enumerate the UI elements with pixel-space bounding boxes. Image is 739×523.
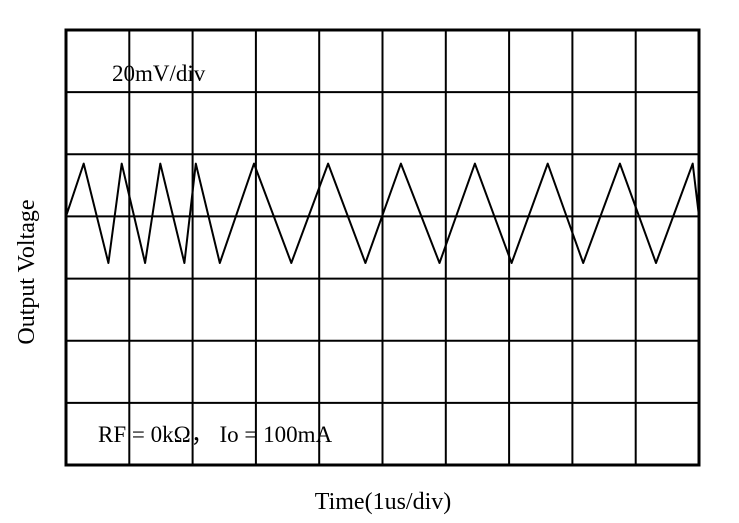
x-axis-label: Time(1us/div) bbox=[315, 489, 451, 515]
waveform-trace bbox=[65, 162, 700, 264]
y-axis-label: Output Voltage bbox=[14, 199, 40, 344]
scale-annotation: 20mV/div bbox=[112, 61, 206, 86]
plot-frame bbox=[64, 28, 701, 467]
condition-annotation: RF = 0kΩ， Io = 100mA bbox=[98, 422, 332, 447]
grid bbox=[66, 30, 699, 465]
